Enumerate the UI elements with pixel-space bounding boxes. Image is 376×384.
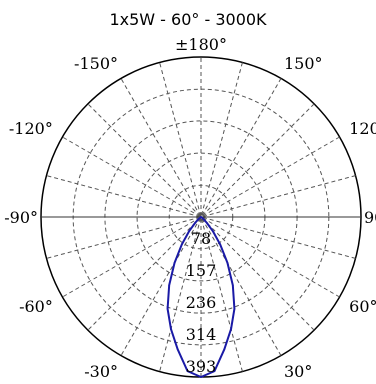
grid-spoke — [62, 136, 340, 298]
curve-point — [213, 370, 216, 372]
curve-point — [230, 328, 232, 330]
curve-point — [173, 262, 176, 264]
grid-spoke — [120, 78, 282, 356]
curve-point — [219, 243, 221, 246]
radial-tick-label: 157 — [186, 261, 217, 280]
angle-label: 120° — [349, 119, 376, 138]
radial-tick-label: 78 — [191, 229, 211, 248]
angle-label: 90° — [364, 208, 376, 227]
curve-point — [197, 218, 200, 220]
grid-spoke — [46, 175, 356, 259]
curve-point — [202, 218, 205, 220]
angle-label: -30° — [84, 362, 118, 381]
grid-spoke — [159, 62, 243, 372]
grid-spoke — [87, 103, 315, 331]
radial-tick-labels: 78 157 236 314 393 — [186, 229, 217, 376]
radial-tick-label: 236 — [186, 293, 217, 312]
intensity-curves — [166, 216, 236, 378]
curve-point — [186, 370, 189, 372]
curve-point — [200, 376, 202, 378]
radial-tick-label: 393 — [186, 357, 217, 376]
curve-point — [194, 221, 197, 224]
grid-spoke — [120, 78, 282, 356]
grid-spoke — [159, 62, 243, 372]
angle-label: -90° — [4, 208, 38, 227]
curve-point — [200, 216, 202, 218]
curve-point — [170, 328, 172, 330]
curve-point — [176, 348, 179, 351]
curve-point — [211, 230, 214, 232]
grid-spoke — [46, 175, 356, 259]
grid-spoke — [62, 136, 340, 298]
curve-point — [233, 308, 236, 310]
radial-tick-label: 314 — [186, 325, 217, 344]
chart-title: 1x5W - 60° - 3000K — [109, 10, 267, 29]
curve-point — [226, 262, 229, 264]
angle-label: 0° — [192, 381, 210, 384]
curve-point — [188, 230, 191, 232]
grid-spoke — [87, 103, 315, 331]
angle-label: ±180° — [175, 35, 227, 54]
curve-point — [232, 284, 234, 287]
curve-point — [205, 221, 208, 224]
angle-label: -120° — [9, 119, 53, 138]
curve-point — [168, 284, 170, 287]
angle-label: -150° — [74, 54, 118, 73]
angle-labels: ±180° 150° -150° 120° -120° 90° -90° 60° -60° 30°… — [4, 35, 376, 384]
curve-point — [181, 243, 183, 246]
angle-label: 150° — [284, 54, 323, 73]
angle-label: 60° — [349, 297, 376, 316]
curve-point — [223, 348, 226, 351]
curve-point — [166, 308, 169, 310]
angle-label: -60° — [19, 297, 53, 316]
angle-label: 30° — [284, 362, 312, 381]
